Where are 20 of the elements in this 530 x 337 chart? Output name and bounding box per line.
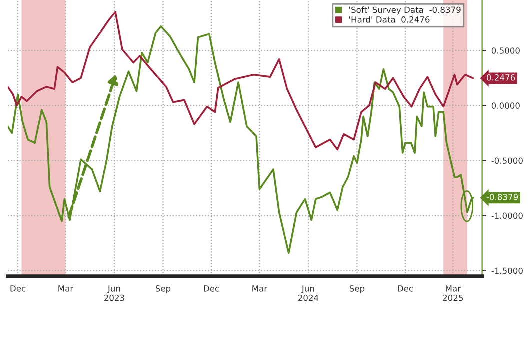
- x-tick-label: Dec: [398, 286, 413, 292]
- data-label: 0.2476: [487, 74, 516, 81]
- y-tick-label: 0.5000: [492, 48, 520, 54]
- legend-label: 'Hard' Data 0.2476: [350, 16, 430, 23]
- x-tick-label: Jun 2024: [298, 286, 319, 302]
- x-tick-label: Mar: [252, 286, 268, 292]
- x-tick-label: Dec: [204, 286, 220, 292]
- x-tick-label: Mar: [58, 286, 74, 292]
- x-tick-label: Jun 2023: [104, 286, 124, 302]
- y-tick-label: -0.5000: [492, 158, 523, 164]
- y-tick-label: 0.0000: [492, 102, 520, 109]
- y-tick-label: -1.5000: [492, 268, 523, 274]
- x-tick-label: Mar 2025: [443, 286, 464, 302]
- legend-label: 'Soft' Survey Data -0.8379: [350, 6, 461, 15]
- x-tick-label: Sep: [156, 286, 171, 294]
- data-label: -0.8379: [486, 194, 518, 200]
- x-tick-label: Sep: [350, 286, 365, 294]
- x-tick-label: Dec: [10, 286, 26, 292]
- line-series: [8, 26, 474, 254]
- y-tick-label: -1.0000: [492, 212, 523, 220]
